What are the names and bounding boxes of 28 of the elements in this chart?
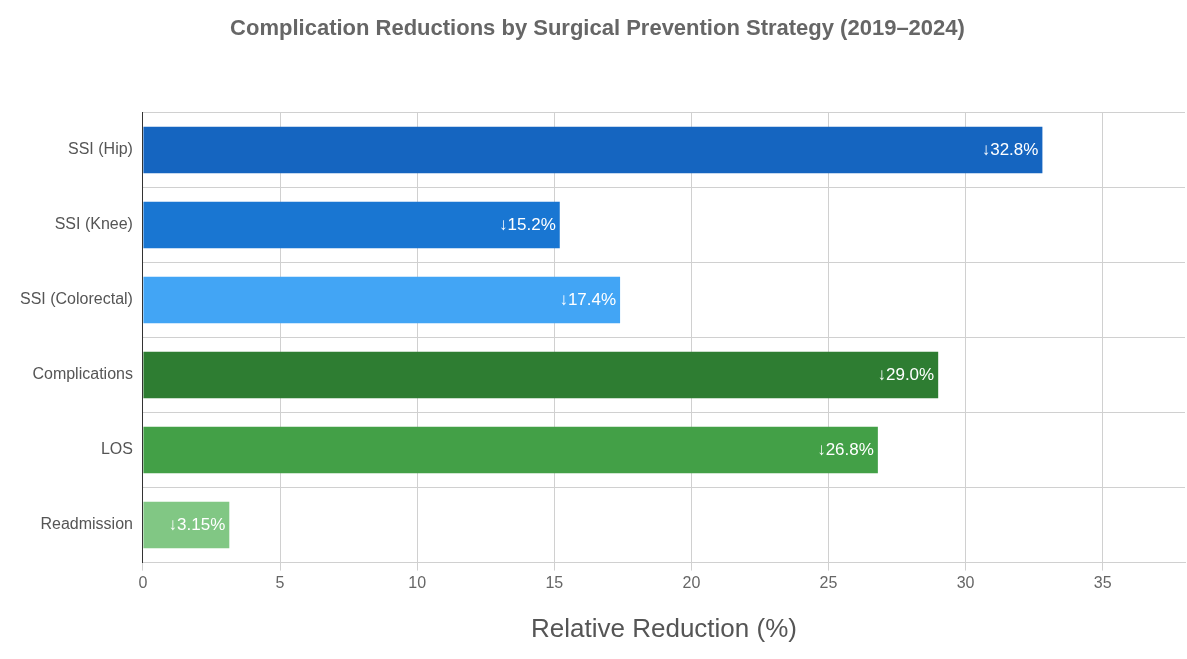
- data-label: ↓26.8%: [817, 439, 874, 459]
- x-tick-label: 30: [956, 573, 975, 591]
- data-label: ↓29.0%: [877, 364, 935, 384]
- bar: [143, 126, 1043, 174]
- y-tick-label: SSI (Hip): [68, 140, 133, 158]
- bar: [143, 351, 939, 399]
- x-tick-label: 20: [682, 573, 701, 591]
- bar: [143, 426, 878, 474]
- y-tick-label: Readmission: [40, 515, 133, 533]
- bar: [143, 276, 621, 324]
- x-axis-title: Relative Reduction (%): [531, 612, 797, 643]
- x-tick-label: 0: [138, 573, 148, 591]
- x-tick-label: 10: [408, 573, 427, 591]
- bar: [143, 201, 560, 249]
- x-tick-label: 35: [1093, 573, 1112, 591]
- y-tick-label: LOS: [100, 440, 133, 458]
- x-tick-label: 15: [545, 573, 564, 591]
- bar: [143, 501, 230, 549]
- data-label: ↓17.4%: [559, 289, 617, 309]
- data-label: ↓32.8%: [981, 139, 1039, 159]
- data-label: ↓3.15%: [168, 514, 226, 534]
- chart-title: Complication Reductions by Surgical Prevention Strategy (2019–2024): [230, 15, 965, 41]
- x-tick-label: 25: [819, 573, 838, 591]
- y-tick-label: SSI (Knee): [54, 215, 133, 233]
- data-label: ↓15.2%: [499, 214, 556, 234]
- y-tick-label: SSI (Colorectal): [20, 290, 133, 308]
- y-tick-label: Complications: [32, 365, 133, 383]
- x-tick-label: 5: [275, 573, 285, 591]
